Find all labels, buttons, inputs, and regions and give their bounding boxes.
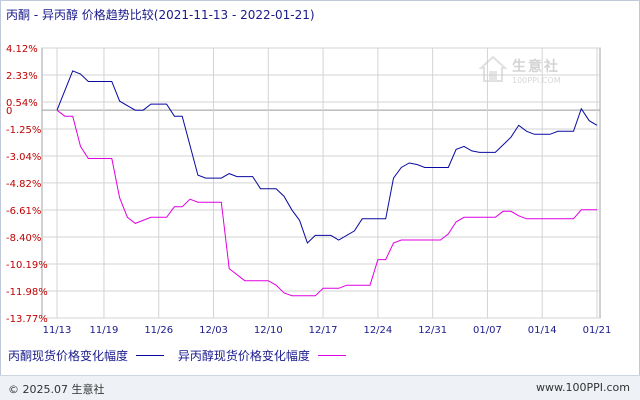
- x-tick-label: 12/17: [309, 325, 338, 336]
- y-tick-label: -10.19%: [6, 260, 48, 271]
- x-tick-label: 01/07: [473, 325, 502, 336]
- x-axis-ticks: 11/13 11/19 11/26 12/03 12/10 12/17 12/24 12/31…: [43, 325, 612, 336]
- watermark-url: 100PPI.COM: [512, 76, 561, 85]
- y-axis-ticks: 4.12% 2.33% 0.54%0 -1.25% -3.04% -4.82% -6.61%…: [6, 44, 48, 325]
- x-tick-label: 12/03: [199, 325, 228, 336]
- y-tick-label: 2.33%: [6, 71, 38, 82]
- x-tick-label: 11/13: [43, 325, 72, 336]
- legend-swatch-acetone: [136, 355, 165, 356]
- legend: 丙酮现货价格变化幅度 异丙醇现货价格变化幅度: [8, 347, 356, 364]
- watermark-logo: 生意社 100PPI.COM: [478, 54, 578, 94]
- x-tick-label: 12/31: [418, 325, 447, 336]
- x-tick-label: 11/26: [144, 325, 173, 336]
- y-tick-label: -6.61%: [6, 206, 41, 217]
- footer-site-link[interactable]: www.100PPI.com: [536, 381, 630, 394]
- x-tick-label: 01/21: [583, 325, 612, 336]
- legend-item-acetone: 丙酮现货价格变化幅度: [8, 347, 165, 364]
- house-logo-icon: [478, 55, 508, 82]
- footer-copyright: © 2025.07 生意社: [8, 383, 105, 396]
- chart-title: 丙酮 - 异丙醇 价格趋势比较(2021-11-13 - 2022-01-21): [6, 8, 315, 22]
- grid: [41, 47, 601, 319]
- y-tick-label: -11.98%: [6, 287, 48, 298]
- y-tick-label: 0.54%: [6, 98, 38, 109]
- series-line-isopropanol: [56, 109, 597, 297]
- series-lines: [56, 70, 598, 297]
- y-tick-label: -4.82%: [6, 179, 41, 190]
- footer: © 2025.07 生意社 www.100PPI.com: [0, 375, 640, 400]
- y-tick-label: -13.77%: [6, 314, 48, 325]
- legend-item-isopropanol: 异丙醇现货价格变化幅度: [178, 347, 346, 364]
- x-tick-label: 11/19: [90, 325, 119, 336]
- y-tick-label: 0: [6, 106, 12, 117]
- y-tick-label: -1.25%: [6, 125, 41, 136]
- watermark-name: 生意社: [512, 59, 560, 75]
- series-line-acetone: [56, 70, 598, 244]
- y-tick-label: 4.12%: [6, 44, 38, 55]
- legend-label-acetone: 丙酮现货价格变化幅度: [8, 349, 129, 363]
- x-tick-label: 12/10: [254, 325, 283, 336]
- y-tick-label: -3.04%: [6, 152, 41, 163]
- x-tick-label: 12/24: [363, 325, 392, 336]
- legend-label-isopropanol: 异丙醇现货价格变化幅度: [177, 349, 310, 363]
- x-tick-label: 01/14: [528, 325, 557, 336]
- legend-swatch-isopropanol: [317, 355, 346, 356]
- y-tick-label: -8.40%: [6, 233, 41, 244]
